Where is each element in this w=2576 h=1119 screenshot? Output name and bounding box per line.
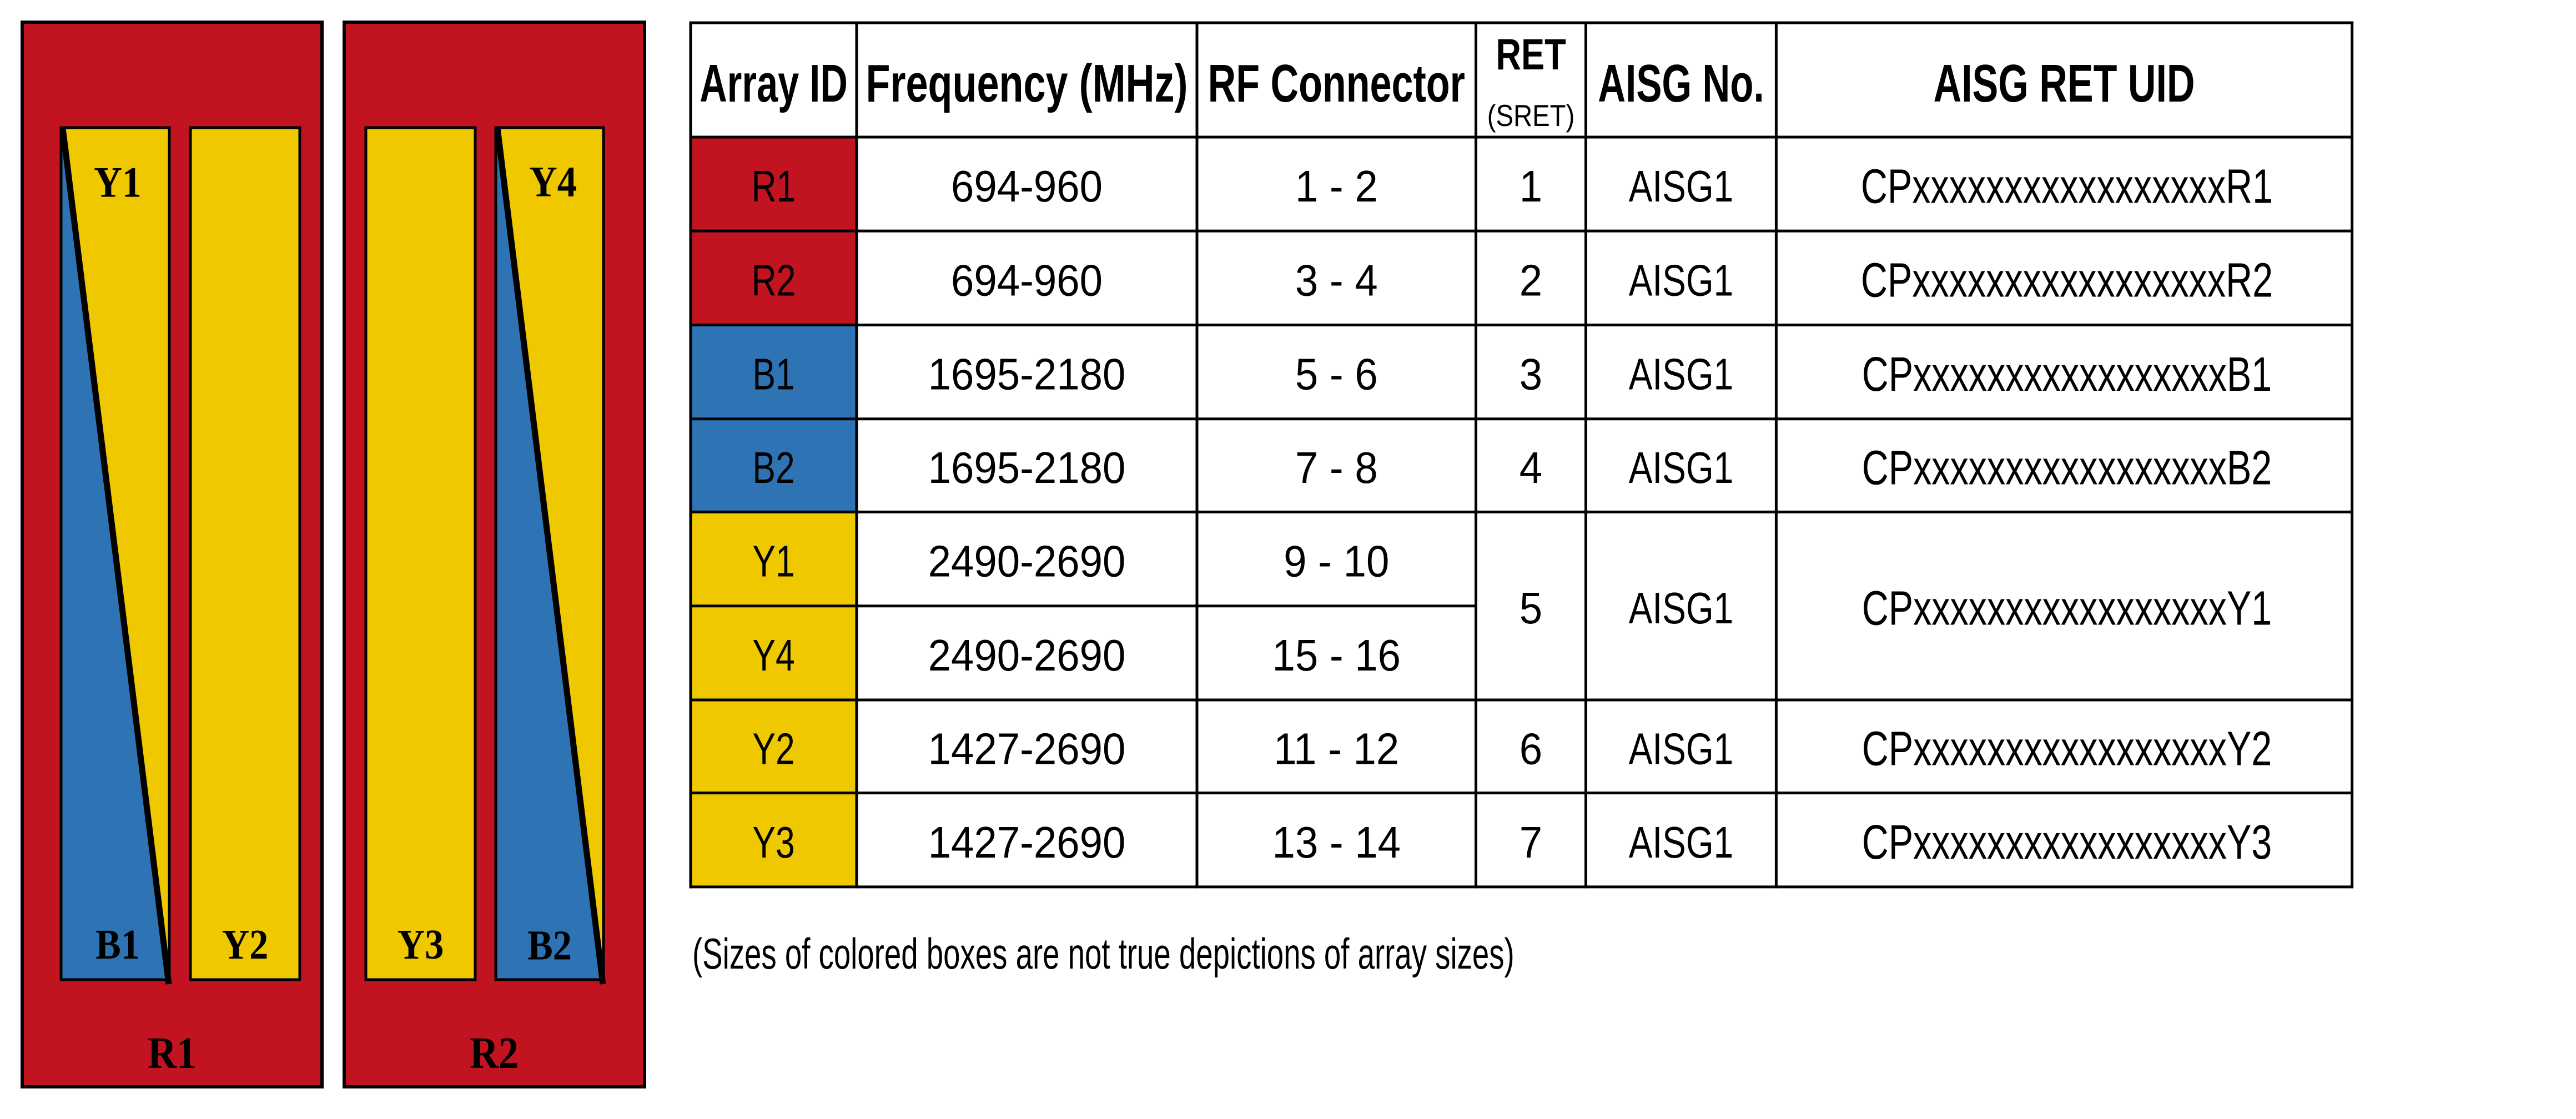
svg-text:15 - 16: 15 - 16 xyxy=(1272,631,1401,680)
svg-text:R2: R2 xyxy=(752,256,796,305)
svg-text:AISG1: AISG1 xyxy=(1629,583,1734,633)
svg-text:Frequency (MHz): Frequency (MHz) xyxy=(866,53,1188,113)
svg-text:7: 7 xyxy=(1520,818,1542,867)
svg-text:B1: B1 xyxy=(752,350,794,399)
svg-text:3 - 4: 3 - 4 xyxy=(1295,256,1378,305)
svg-text:(Sizes of colored boxes are no: (Sizes of colored boxes are not true dep… xyxy=(692,930,1515,978)
svg-text:Y3: Y3 xyxy=(398,921,444,968)
svg-text:Y1: Y1 xyxy=(94,159,142,206)
svg-text:2: 2 xyxy=(1520,256,1542,305)
svg-text:1427-2690: 1427-2690 xyxy=(928,818,1126,867)
svg-text:Y4: Y4 xyxy=(529,158,577,206)
svg-text:AISG1: AISG1 xyxy=(1629,443,1734,492)
svg-text:B2: B2 xyxy=(527,922,572,969)
svg-text:13 - 14: 13 - 14 xyxy=(1272,818,1401,867)
svg-text:11 - 12: 11 - 12 xyxy=(1274,724,1399,774)
svg-text:5 - 6: 5 - 6 xyxy=(1295,350,1378,399)
svg-text:CPxxxxxxxxxxxxxxxxxR2: CPxxxxxxxxxxxxxxxxxR2 xyxy=(1861,254,2273,308)
svg-text:2490-2690: 2490-2690 xyxy=(928,537,1126,586)
svg-text:3: 3 xyxy=(1520,350,1542,399)
svg-text:CPxxxxxxxxxxxxxxxxxY2: CPxxxxxxxxxxxxxxxxxY2 xyxy=(1862,722,2272,776)
svg-text:R2: R2 xyxy=(470,1029,519,1078)
svg-text:1 - 2: 1 - 2 xyxy=(1295,162,1378,211)
svg-text:9 - 10: 9 - 10 xyxy=(1284,537,1389,586)
svg-text:CPxxxxxxxxxxxxxxxxxY1: CPxxxxxxxxxxxxxxxxxY1 xyxy=(1862,582,2272,636)
svg-text:1695-2180: 1695-2180 xyxy=(928,443,1126,493)
svg-text:AISG1: AISG1 xyxy=(1629,350,1734,399)
svg-text:AISG1: AISG1 xyxy=(1629,818,1734,867)
svg-text:Y3: Y3 xyxy=(752,818,794,867)
svg-text:AISG RET UID: AISG RET UID xyxy=(1933,53,2195,113)
svg-text:CPxxxxxxxxxxxxxxxxxB2: CPxxxxxxxxxxxxxxxxxB2 xyxy=(1862,441,2272,495)
svg-text:AISG1: AISG1 xyxy=(1629,724,1734,774)
svg-text:694-960: 694-960 xyxy=(951,162,1103,211)
svg-text:Y4: Y4 xyxy=(752,631,794,680)
svg-text:RET: RET xyxy=(1496,30,1566,79)
svg-text:Y1: Y1 xyxy=(752,537,794,586)
svg-text:AISG1: AISG1 xyxy=(1629,162,1734,211)
svg-text:RF Connector: RF Connector xyxy=(1208,53,1465,113)
svg-text:1427-2690: 1427-2690 xyxy=(928,724,1126,774)
svg-text:AISG1: AISG1 xyxy=(1629,256,1734,305)
svg-text:694-960: 694-960 xyxy=(951,256,1103,305)
svg-text:4: 4 xyxy=(1520,443,1542,493)
svg-text:2490-2690: 2490-2690 xyxy=(928,631,1126,680)
svg-text:Y2: Y2 xyxy=(222,921,269,968)
svg-text:6: 6 xyxy=(1520,724,1542,774)
svg-text:1695-2180: 1695-2180 xyxy=(928,350,1126,399)
svg-text:Y2: Y2 xyxy=(752,724,794,774)
svg-text:(SRET): (SRET) xyxy=(1487,99,1575,133)
svg-text:R1: R1 xyxy=(148,1029,197,1078)
svg-text:AISG No.: AISG No. xyxy=(1598,53,1764,113)
svg-text:7 - 8: 7 - 8 xyxy=(1295,443,1378,493)
svg-text:5: 5 xyxy=(1520,584,1542,633)
svg-text:B2: B2 xyxy=(752,443,794,493)
svg-text:CPxxxxxxxxxxxxxxxxxY3: CPxxxxxxxxxxxxxxxxxY3 xyxy=(1862,816,2272,870)
svg-text:CPxxxxxxxxxxxxxxxxxR1: CPxxxxxxxxxxxxxxxxxR1 xyxy=(1861,160,2273,214)
svg-text:B1: B1 xyxy=(95,921,140,968)
svg-text:R1: R1 xyxy=(752,162,796,211)
svg-text:Array ID: Array ID xyxy=(700,54,848,113)
svg-text:1: 1 xyxy=(1520,162,1542,211)
svg-text:CPxxxxxxxxxxxxxxxxxB1: CPxxxxxxxxxxxxxxxxxB1 xyxy=(1862,347,2272,401)
